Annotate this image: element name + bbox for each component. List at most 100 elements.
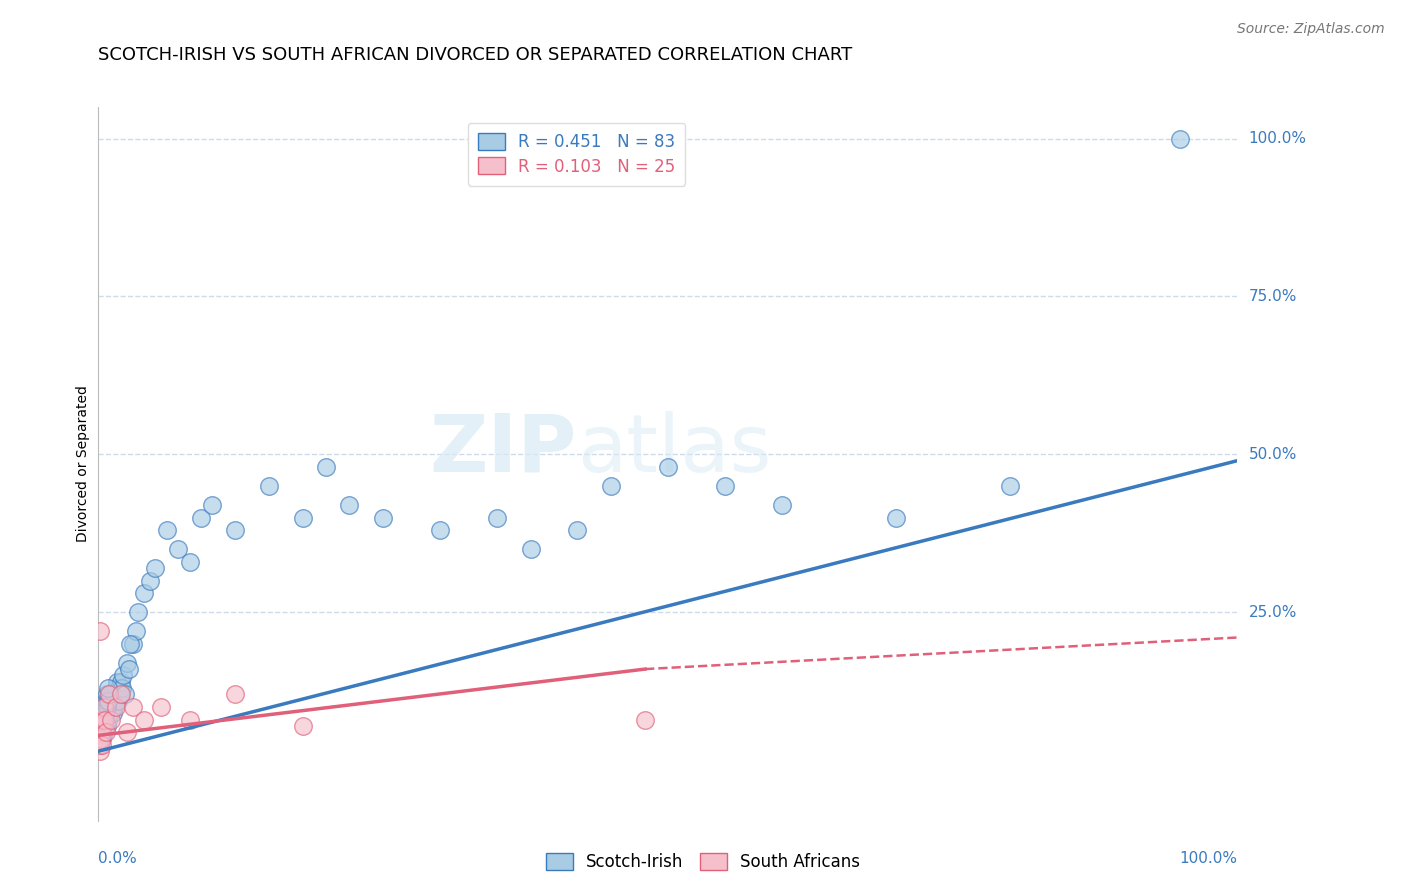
Point — [96, 725, 118, 739]
Point — [89, 731, 111, 746]
Point — [292, 510, 315, 524]
Y-axis label: Divorced or Separated: Divorced or Separated — [76, 385, 90, 542]
Point — [132, 586, 155, 600]
Point — [94, 706, 117, 721]
Point — [292, 719, 315, 733]
Point — [89, 744, 111, 758]
Point — [127, 605, 149, 619]
Text: 0.0%: 0.0% — [98, 851, 138, 866]
Point — [90, 731, 112, 746]
Point — [90, 725, 112, 739]
Point — [94, 713, 117, 727]
Point — [97, 681, 120, 695]
Point — [337, 498, 360, 512]
Text: ZIP: ZIP — [429, 410, 576, 489]
Legend: Scotch-Irish, South Africans: Scotch-Irish, South Africans — [537, 845, 869, 880]
Text: 75.0%: 75.0% — [1249, 289, 1296, 304]
Point — [634, 713, 657, 727]
Point — [96, 693, 118, 707]
Point — [108, 681, 131, 695]
Point — [111, 681, 134, 695]
Point — [91, 719, 114, 733]
Point — [91, 713, 114, 727]
Point — [486, 510, 509, 524]
Point — [89, 738, 111, 752]
Point — [132, 713, 155, 727]
Point — [94, 706, 117, 721]
Point — [97, 687, 120, 701]
Point — [90, 738, 112, 752]
Point — [105, 674, 128, 689]
Point — [115, 725, 138, 739]
Point — [259, 479, 281, 493]
Point — [121, 637, 143, 651]
Point — [89, 713, 111, 727]
Point — [97, 693, 120, 707]
Point — [121, 700, 143, 714]
Text: Source: ZipAtlas.com: Source: ZipAtlas.com — [1237, 22, 1385, 37]
Point — [110, 674, 132, 689]
Point — [114, 687, 136, 701]
Point — [93, 719, 115, 733]
Legend: R = 0.451   N = 83, R = 0.103   N = 25: R = 0.451 N = 83, R = 0.103 N = 25 — [468, 122, 685, 186]
Point — [97, 713, 120, 727]
Point — [93, 713, 115, 727]
Point — [118, 662, 141, 676]
Point — [145, 561, 167, 575]
Point — [125, 624, 148, 639]
Point — [91, 713, 114, 727]
Point — [100, 700, 122, 714]
Point — [112, 668, 135, 682]
Point — [98, 700, 121, 714]
Point — [93, 700, 115, 714]
Point — [107, 693, 129, 707]
Point — [224, 687, 246, 701]
Point — [315, 460, 337, 475]
Point — [91, 725, 114, 739]
Text: 25.0%: 25.0% — [1249, 605, 1296, 620]
Text: 100.0%: 100.0% — [1180, 851, 1237, 866]
Point — [89, 725, 111, 739]
Point — [104, 700, 127, 714]
Point — [103, 700, 125, 714]
Point — [96, 719, 118, 733]
Point — [224, 523, 246, 537]
Point — [91, 706, 114, 721]
Text: 100.0%: 100.0% — [1249, 131, 1306, 146]
Point — [115, 656, 138, 670]
Point — [103, 693, 125, 707]
Point — [179, 713, 201, 727]
Point — [101, 706, 124, 721]
Point — [179, 555, 201, 569]
Point — [94, 700, 117, 714]
Point — [714, 479, 737, 493]
Point — [110, 687, 132, 701]
Point — [97, 693, 120, 707]
Point — [429, 523, 451, 537]
Point — [371, 510, 394, 524]
Point — [156, 523, 179, 537]
Point — [96, 700, 118, 714]
Point — [91, 719, 114, 733]
Point — [167, 542, 190, 557]
Point — [657, 460, 679, 475]
Point — [100, 713, 122, 727]
Point — [90, 713, 112, 727]
Point — [520, 542, 543, 557]
Point — [96, 700, 118, 714]
Point — [90, 719, 112, 733]
Point — [101, 687, 124, 701]
Point — [565, 523, 588, 537]
Point — [98, 706, 121, 721]
Point — [100, 693, 122, 707]
Point — [96, 687, 118, 701]
Point — [93, 713, 115, 727]
Point — [600, 479, 623, 493]
Text: 50.0%: 50.0% — [1249, 447, 1296, 462]
Point — [103, 687, 125, 701]
Point — [998, 479, 1021, 493]
Text: atlas: atlas — [576, 410, 770, 489]
Point — [89, 738, 111, 752]
Point — [108, 687, 131, 701]
Point — [90, 725, 112, 739]
